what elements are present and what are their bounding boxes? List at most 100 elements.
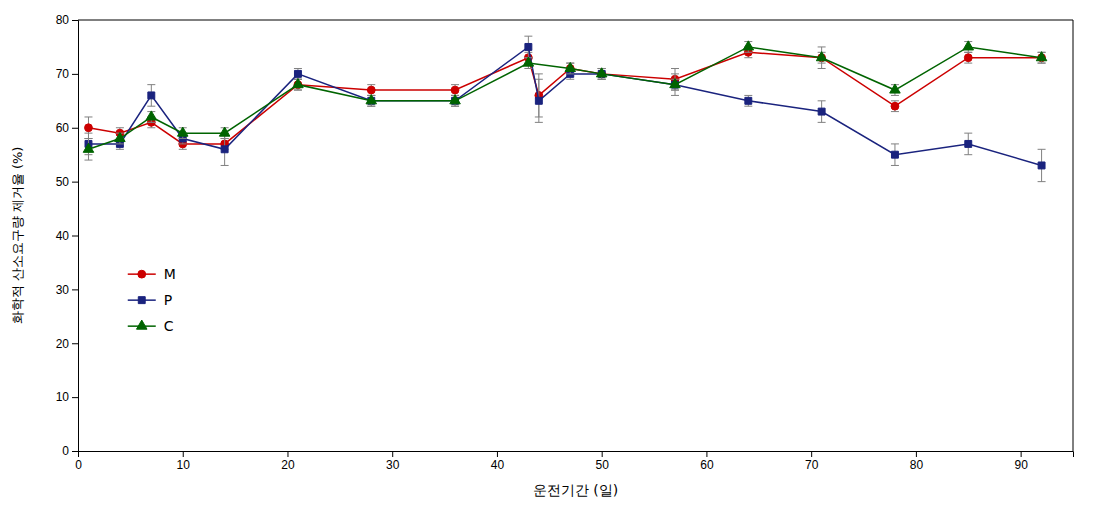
legend-marker xyxy=(138,270,146,278)
legend-label: C xyxy=(164,318,174,334)
x-tick: 50 xyxy=(596,451,610,472)
marker xyxy=(293,79,304,88)
frame xyxy=(78,20,1073,21)
y-tick: 50 xyxy=(56,175,78,189)
error-bar xyxy=(818,101,826,123)
y-tick-mark xyxy=(72,451,78,452)
series-line xyxy=(88,52,1041,144)
marker xyxy=(221,146,228,153)
x-tick-label: 80 xyxy=(910,458,924,472)
marker xyxy=(177,127,188,136)
x-tick-label: 0 xyxy=(75,458,82,472)
x-tick-label: 20 xyxy=(281,458,295,472)
x-tick: 30 xyxy=(386,451,400,472)
x-tick: 60 xyxy=(700,451,714,472)
y-tick: 10 xyxy=(56,390,78,404)
x-tick-mark xyxy=(1021,451,1022,457)
x-tick-mark xyxy=(183,451,184,457)
y-tick: 80 xyxy=(56,13,78,27)
y-tick: 40 xyxy=(56,229,78,243)
y-tick-mark xyxy=(72,20,78,21)
x-tick-label: 70 xyxy=(805,458,819,472)
y-tick: 60 xyxy=(56,121,78,135)
error-bar xyxy=(891,101,899,112)
x-tick-label: 90 xyxy=(1014,458,1028,472)
marker xyxy=(367,86,375,94)
marker xyxy=(146,111,157,120)
marks xyxy=(83,36,1047,181)
y-axis-line xyxy=(72,21,79,452)
y-tick-label: 70 xyxy=(56,67,70,81)
y-tick-label: 0 xyxy=(62,444,69,458)
x-tick-mark xyxy=(497,451,498,457)
y-tick-mark xyxy=(72,182,78,183)
y-tick: 20 xyxy=(56,337,78,351)
marker xyxy=(83,143,94,152)
y-tick-label: 10 xyxy=(56,390,70,404)
x-tick-mark xyxy=(602,451,603,457)
x-tick: 40 xyxy=(491,451,505,472)
x-tick-mark xyxy=(916,451,917,457)
x-tick-label: 40 xyxy=(491,458,505,472)
y-tick-mark xyxy=(72,128,78,129)
error-bar xyxy=(891,144,899,166)
y-tick-mark xyxy=(72,343,78,344)
error-bar xyxy=(1038,149,1046,181)
marker xyxy=(85,124,93,132)
x-tick: 10 xyxy=(177,451,191,472)
y-axis: 0 10 20 30 40 50 60 70 80 xyxy=(56,13,79,458)
marker xyxy=(891,151,898,158)
legend-label: M xyxy=(164,266,176,282)
marker xyxy=(1038,162,1045,169)
error-bar xyxy=(524,36,532,58)
x-tick: 0 xyxy=(75,451,82,472)
marker xyxy=(565,62,576,71)
marker xyxy=(1036,52,1047,61)
y-tick-label: 30 xyxy=(56,283,70,297)
y-tick-label: 80 xyxy=(56,13,70,27)
legend-label: P xyxy=(164,292,172,308)
marker xyxy=(818,108,825,115)
x-tick-mark xyxy=(706,451,707,457)
marker xyxy=(890,84,901,93)
series-line xyxy=(88,47,1041,166)
y-tick-mark xyxy=(72,74,78,75)
series-line xyxy=(88,47,1041,149)
y-tick-mark xyxy=(72,289,78,290)
marker xyxy=(891,102,899,110)
x-axis-title: 운전기간 (일) xyxy=(533,482,618,498)
y-tick: 30 xyxy=(56,283,78,297)
x-tick: 90 xyxy=(1014,451,1028,472)
error-bar xyxy=(744,95,752,106)
y-tick-label: 60 xyxy=(56,121,70,135)
marker xyxy=(523,57,534,66)
legend-marker xyxy=(138,297,145,304)
x-tick: 80 xyxy=(910,451,924,472)
marker xyxy=(451,86,459,94)
x-tick-label: 60 xyxy=(700,458,714,472)
series xyxy=(84,47,1045,149)
legend-item: C xyxy=(128,318,174,334)
y-tick-label: 40 xyxy=(56,229,70,243)
error-bar xyxy=(964,133,972,155)
marker xyxy=(115,132,126,141)
x-tick: 20 xyxy=(281,451,295,472)
marker xyxy=(596,68,607,77)
y-tick-mark xyxy=(72,397,78,398)
x-axis-line xyxy=(79,452,1074,458)
marker xyxy=(743,41,754,50)
legend-item: P xyxy=(128,292,172,308)
marker xyxy=(963,41,974,50)
legend-marker xyxy=(136,320,147,329)
y-tick-label: 20 xyxy=(56,337,70,351)
error-bar xyxy=(964,52,972,63)
x-tick-label: 10 xyxy=(177,458,191,472)
x-tick-label: 50 xyxy=(596,458,610,472)
legend-item: M xyxy=(128,266,176,282)
error-bar xyxy=(147,85,155,107)
x-tick-mark xyxy=(811,451,812,457)
x-tick-label: 30 xyxy=(386,458,400,472)
marker xyxy=(816,52,827,61)
x-tick-mark xyxy=(392,451,393,457)
marker xyxy=(670,79,681,88)
